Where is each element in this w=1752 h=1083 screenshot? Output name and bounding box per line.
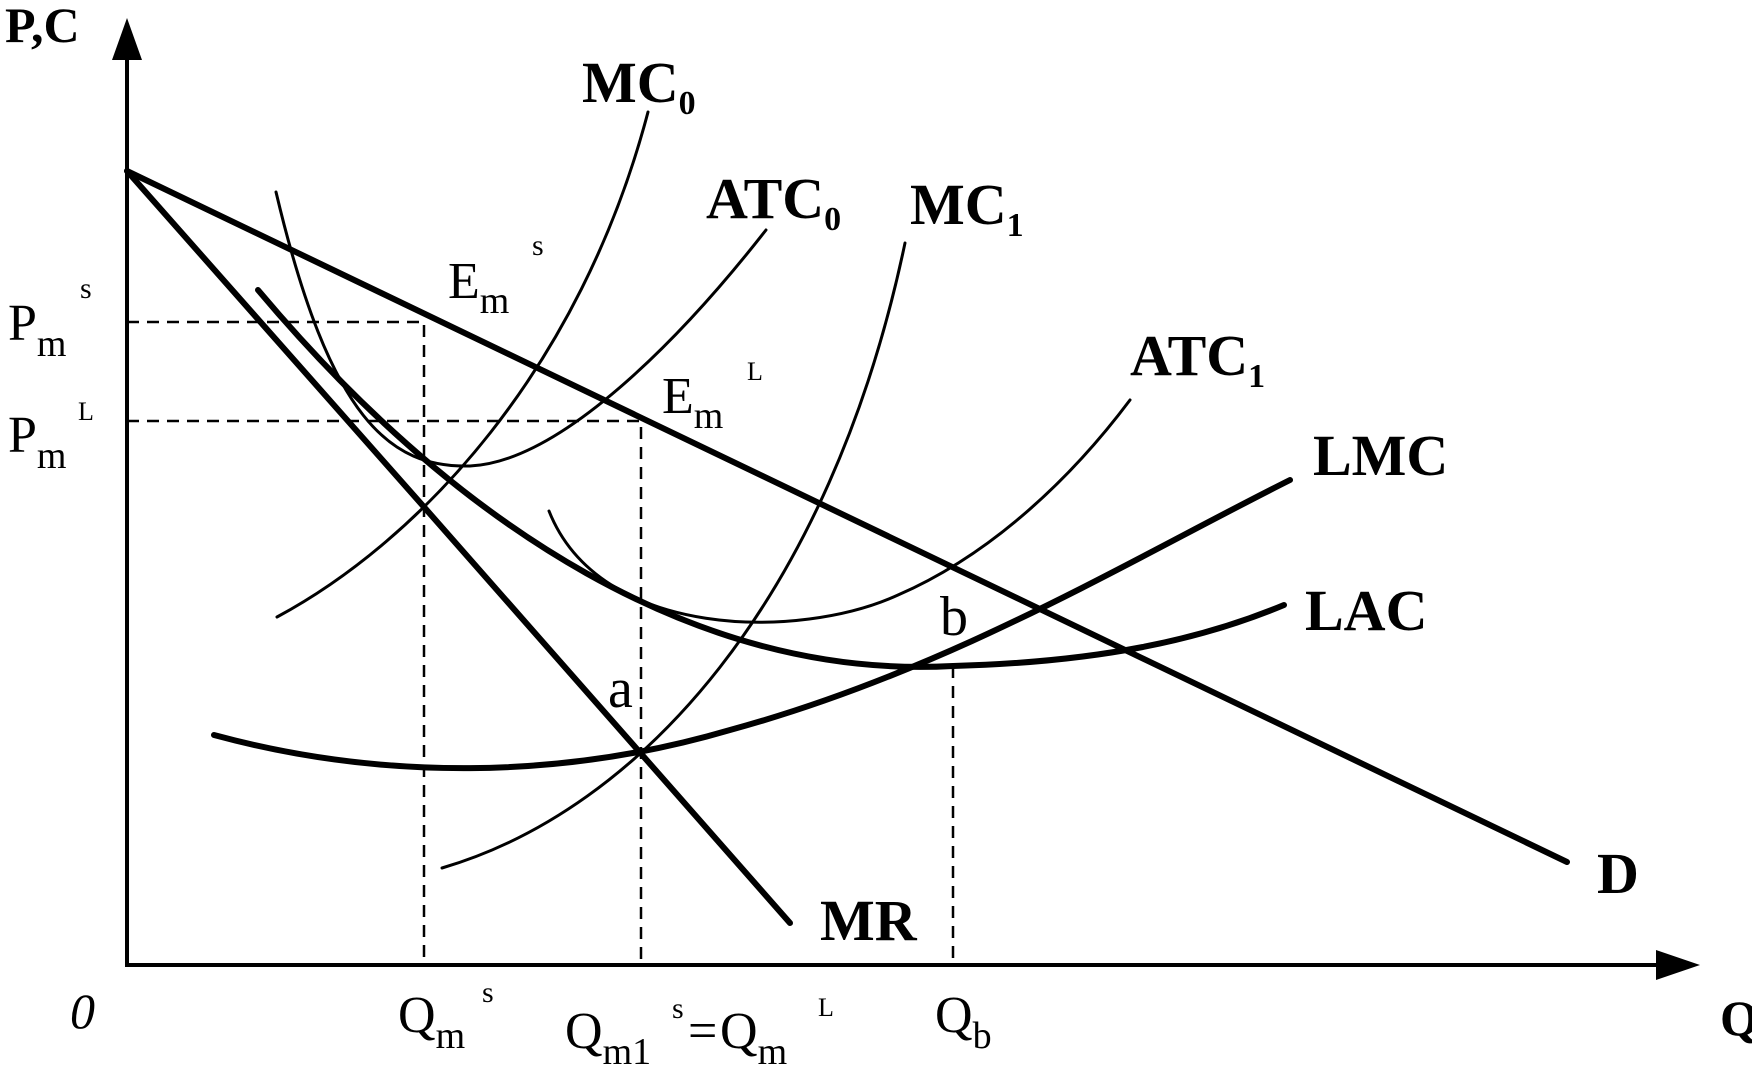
mr-curve xyxy=(124,168,793,926)
svg-text:Qm1: Qm1 xyxy=(565,1003,651,1073)
mc0-label: MC0 xyxy=(582,50,696,122)
svg-text:L: L xyxy=(78,397,94,426)
y-axis-label: P,C xyxy=(5,0,80,53)
lmc-curve xyxy=(211,477,1293,772)
pm-l-guide xyxy=(127,419,643,965)
mc1-label: MC1 xyxy=(910,172,1024,244)
qm1-tick-label: Qm1 s = Qm L xyxy=(565,992,834,1073)
lac-curve xyxy=(255,287,1287,670)
qb-tick-label: Qb xyxy=(935,987,992,1057)
svg-text:Pm: Pm xyxy=(8,407,66,477)
atc0-curve xyxy=(274,190,768,468)
mc0-curve xyxy=(275,110,650,619)
x-axis-arrow xyxy=(1656,950,1700,980)
em-s-label: Em s xyxy=(448,229,544,322)
svg-text:s: s xyxy=(80,272,92,305)
svg-text:Qm: Qm xyxy=(720,1003,787,1073)
svg-text:Em: Em xyxy=(448,253,509,322)
svg-text:Em: Em xyxy=(662,368,723,437)
svg-text:L: L xyxy=(747,357,763,386)
svg-text:Qm: Qm xyxy=(398,987,465,1057)
point-b-label: b xyxy=(940,586,968,648)
svg-text:s: s xyxy=(482,976,494,1009)
atc0-label: ATC0 xyxy=(706,166,841,238)
pm-s-tick-label: Pm s xyxy=(8,272,92,365)
mc1-curve xyxy=(440,241,907,870)
svg-text:Qb: Qb xyxy=(935,987,992,1057)
guide-lines xyxy=(127,320,955,965)
svg-text:=: = xyxy=(688,1003,717,1060)
mr-label: MR xyxy=(820,888,918,953)
svg-text:s: s xyxy=(672,992,684,1025)
point-a-label: a xyxy=(608,658,633,720)
y-axis-arrow xyxy=(112,18,142,60)
svg-text:Pm: Pm xyxy=(8,295,66,365)
svg-text:s: s xyxy=(532,229,544,262)
pm-l-tick-label: Pm L xyxy=(8,397,94,477)
demand-curve xyxy=(124,168,1570,865)
demand-label: D xyxy=(1597,841,1639,906)
lmc-label: LMC xyxy=(1313,423,1448,488)
qm-s-tick-label: Qm s xyxy=(398,976,494,1057)
lac-label: LAC xyxy=(1305,578,1427,643)
main-curves xyxy=(124,168,1570,926)
atc1-label: ATC1 xyxy=(1130,323,1265,395)
x-axis-label: Q xyxy=(1720,990,1752,1046)
axes xyxy=(112,18,1700,980)
svg-text:L: L xyxy=(818,993,834,1022)
origin-label: 0 xyxy=(70,983,95,1039)
pm-s-guide xyxy=(127,320,426,965)
em-l-label: Em L xyxy=(662,357,763,437)
